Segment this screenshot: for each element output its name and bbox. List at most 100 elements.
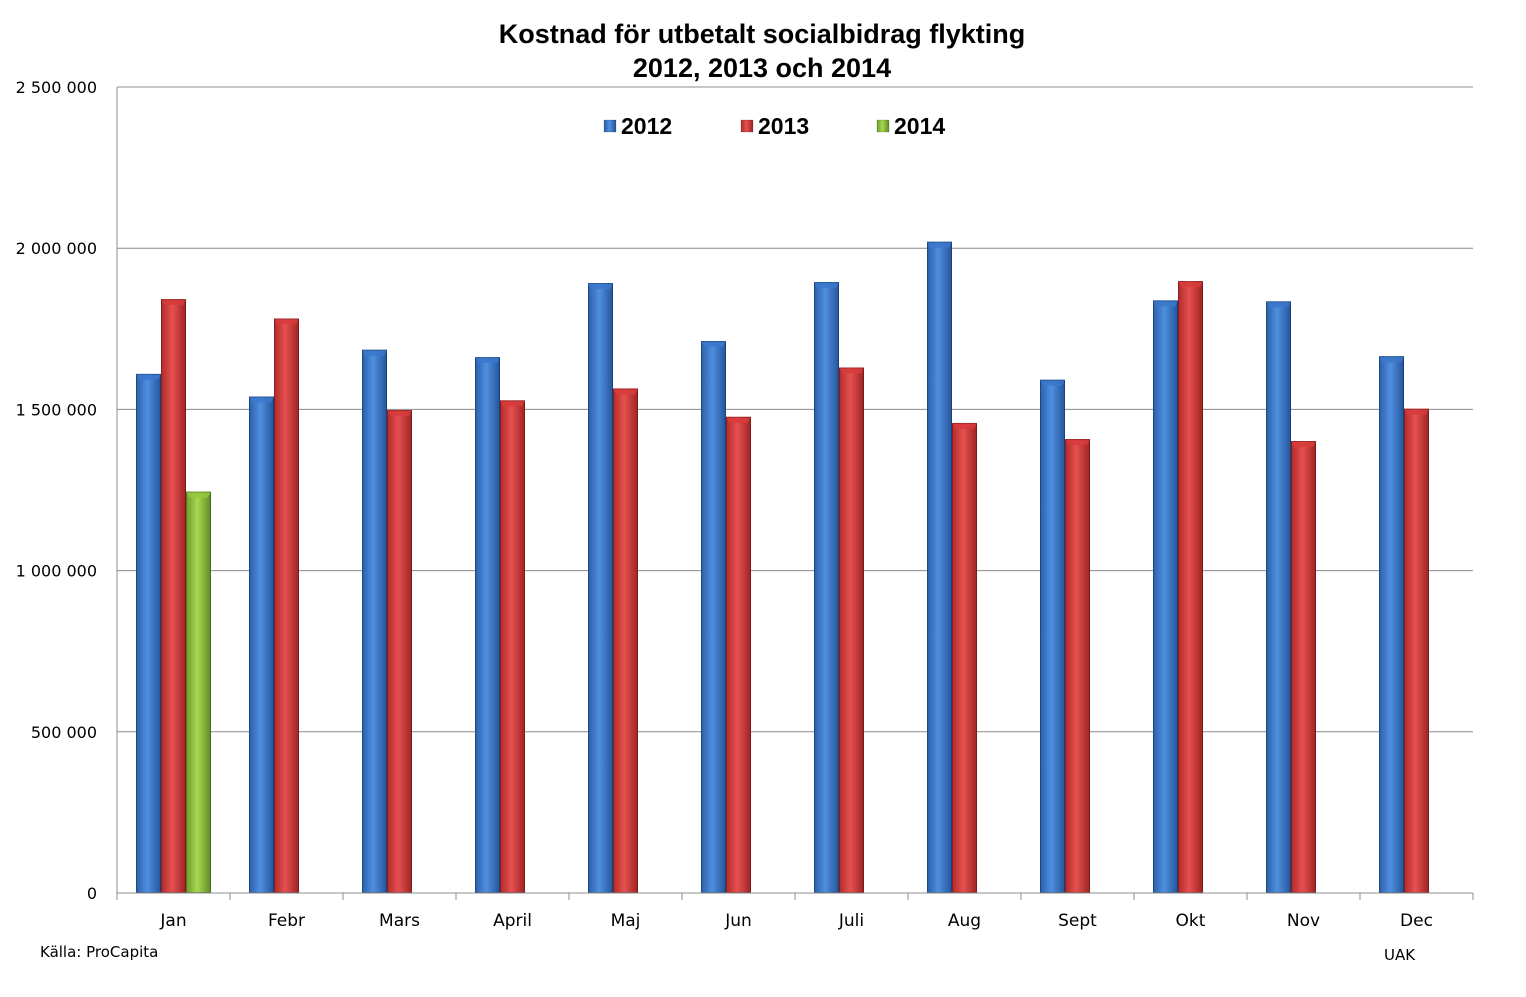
bar-body [839,367,864,893]
y-axis-tick-labels: 0 500 000 1 000 000 1 500 000 2 000 000 2 500… [16,78,97,903]
bar-2013-sept [1065,439,1090,893]
bar-cap [1291,440,1316,447]
bar-2013-jun [726,416,751,893]
bar-body [927,241,952,893]
bar-cap [726,416,751,423]
legend-item-2014: 2014 [876,113,945,139]
y-tick-label: 2 000 000 [16,239,97,258]
bar-cap [1153,300,1178,307]
x-tick-label: Nov [1287,911,1320,931]
bar-body [952,422,977,893]
x-tick-label: Dec [1400,911,1433,931]
x-tick-label: Okt [1176,911,1206,931]
credit-note: UAK [1384,946,1416,964]
legend-label: 2012 [621,113,672,139]
bar-2012-aug [927,241,952,893]
bars [136,241,1429,894]
bar-body [588,283,613,894]
legend-swatch [603,119,617,133]
bar-body [1178,281,1203,893]
bar-2012-febr [249,396,274,893]
x-tick-label: Jan [159,911,186,931]
bar-cap [927,241,952,248]
bar-body [1040,379,1065,893]
bar-2013-maj [613,388,638,893]
bar-cap [475,357,500,364]
chart-title-line-2: 2012, 2013 och 2014 [633,53,891,83]
bar-body [1379,356,1404,894]
bar-body [726,416,751,893]
bar-body [814,282,839,893]
bar-2012-april [475,357,500,893]
bar-cap [1065,439,1090,446]
source-note: Källa: ProCapita [40,943,159,961]
y-tick-label: 500 000 [31,723,97,742]
bar-body [1153,300,1178,893]
bar-body [136,373,161,893]
bar-body [362,349,387,894]
y-tick-label: 1 000 000 [16,562,97,581]
bar-2012-okt [1153,300,1178,894]
bar-2013-nov [1291,440,1316,893]
bar-body [1404,408,1429,893]
bar-cap [952,422,977,429]
legend-item-2012: 2012 [603,113,672,139]
bar-2013-mars [387,410,412,893]
legend-swatch [876,119,890,133]
bar-cap [387,410,412,417]
bar-2012-dec [1379,356,1404,894]
bar-2014-jan [186,491,211,893]
bar-cap [1404,408,1429,415]
legend-label: 2014 [894,113,945,139]
bar-2013-aug [952,422,977,893]
bar-2013-jan [161,299,186,894]
bar-2012-jun [701,341,726,893]
bar-2013-juli [839,367,864,894]
legend-label: 2013 [758,113,809,139]
bar-2012-sept [1040,379,1065,893]
legend-swatch [740,119,754,133]
legend-item-2013: 2013 [740,113,809,139]
bar-2013-april [500,400,525,893]
bar-2012-mars [362,349,387,894]
bar-body [500,400,525,893]
bar-cap [500,400,525,407]
bar-body [387,410,412,893]
bar-2012-nov [1266,301,1291,893]
x-tick-label: Aug [948,911,981,931]
legend: 2012 2013 2014 [603,113,945,139]
bar-cap [1040,379,1065,386]
bar-2013-dec [1404,408,1429,893]
bar-cap [136,373,161,380]
bar-cap [588,283,613,290]
y-tick-label: 0 [87,884,97,903]
bar-cap [701,341,726,348]
bar-cap [814,282,839,289]
bar-2012-jan [136,373,161,894]
bar-body [274,318,299,894]
bar-cap [1266,301,1291,308]
bar-body [1266,301,1291,893]
x-tick-label: Maj [611,911,641,931]
axes [116,87,1474,900]
x-axis-tick-labels: Jan Febr Mars April Maj Jun Juli Aug Sept Okt Nov D… [159,911,1433,931]
bar-body [613,388,638,893]
y-tick-label: 2 500 000 [16,78,97,97]
bar-cap [362,349,387,356]
bar-body [1065,439,1090,893]
bar-body [1291,440,1316,893]
bar-2012-juli [814,282,839,893]
bar-cap [839,367,864,374]
x-tick-label: April [493,911,532,931]
gridlines [117,86,1473,733]
bar-body [186,491,211,893]
bar-cap [161,299,186,306]
bar-2013-febr [274,318,299,894]
x-tick-label: Sept [1058,911,1097,931]
bar-body [161,299,186,894]
x-tick-label: Jun [724,911,752,931]
bar-cap [186,491,211,498]
bar-cap [613,388,638,395]
y-tick-label: 1 500 000 [16,400,97,419]
